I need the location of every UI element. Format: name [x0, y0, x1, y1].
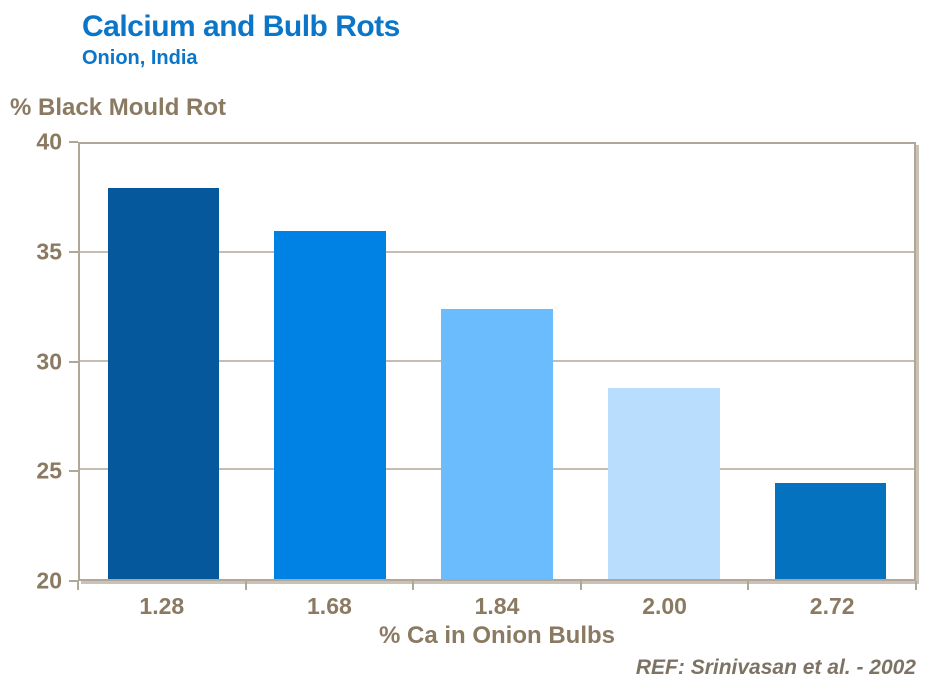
y-tick-25	[69, 470, 78, 473]
x-tick-label-1.28: 1.28	[139, 593, 185, 619]
x-axis: 1.28 1.68 1.84 2.00 2.72	[77, 581, 917, 636]
bar-1.68	[274, 231, 387, 579]
bar-1.84	[441, 309, 553, 579]
x-tick-label-1.84: 1.84	[474, 593, 520, 619]
bar-2.00	[607, 387, 720, 579]
chart-subtitle: Onion, India	[82, 47, 198, 69]
x-tick-label-2.00: 2.00	[642, 593, 687, 619]
x-tick-1	[244, 581, 247, 590]
y-tick-35	[69, 250, 78, 253]
x-tick-3	[579, 581, 582, 590]
bar-2.72	[774, 483, 887, 579]
y-tick-40	[69, 141, 78, 143]
gridline-35	[80, 250, 914, 253]
x-tick-4	[747, 581, 750, 590]
x-tick-2	[412, 581, 415, 590]
plot-area	[78, 142, 916, 581]
x-tick-label-1.68: 1.68	[307, 593, 352, 619]
y-axis: 20 25 30 35 40	[0, 130, 78, 592]
y-tick-label-40: 40	[36, 128, 62, 155]
y-tick-label-20: 20	[36, 567, 62, 594]
x-tick-label-2.72: 2.72	[809, 593, 855, 619]
x-tick-0	[77, 581, 79, 590]
reference-text: REF: Srinivasan et al. - 2002	[635, 656, 916, 679]
y-tick-label-35: 35	[36, 238, 62, 265]
y-tick-label-30: 30	[36, 348, 62, 374]
bar-1.28	[107, 187, 220, 579]
y-tick-20	[69, 580, 78, 582]
x-axis-title: % Ca in Onion Bulbs	[378, 622, 615, 649]
x-tick-5	[915, 581, 917, 590]
chart-title: Calcium and Bulb Rots	[82, 10, 400, 43]
y-axis-title: % Black Mould Rot	[10, 94, 227, 121]
y-tick-30	[69, 360, 78, 363]
y-tick-label-25: 25	[36, 457, 62, 484]
